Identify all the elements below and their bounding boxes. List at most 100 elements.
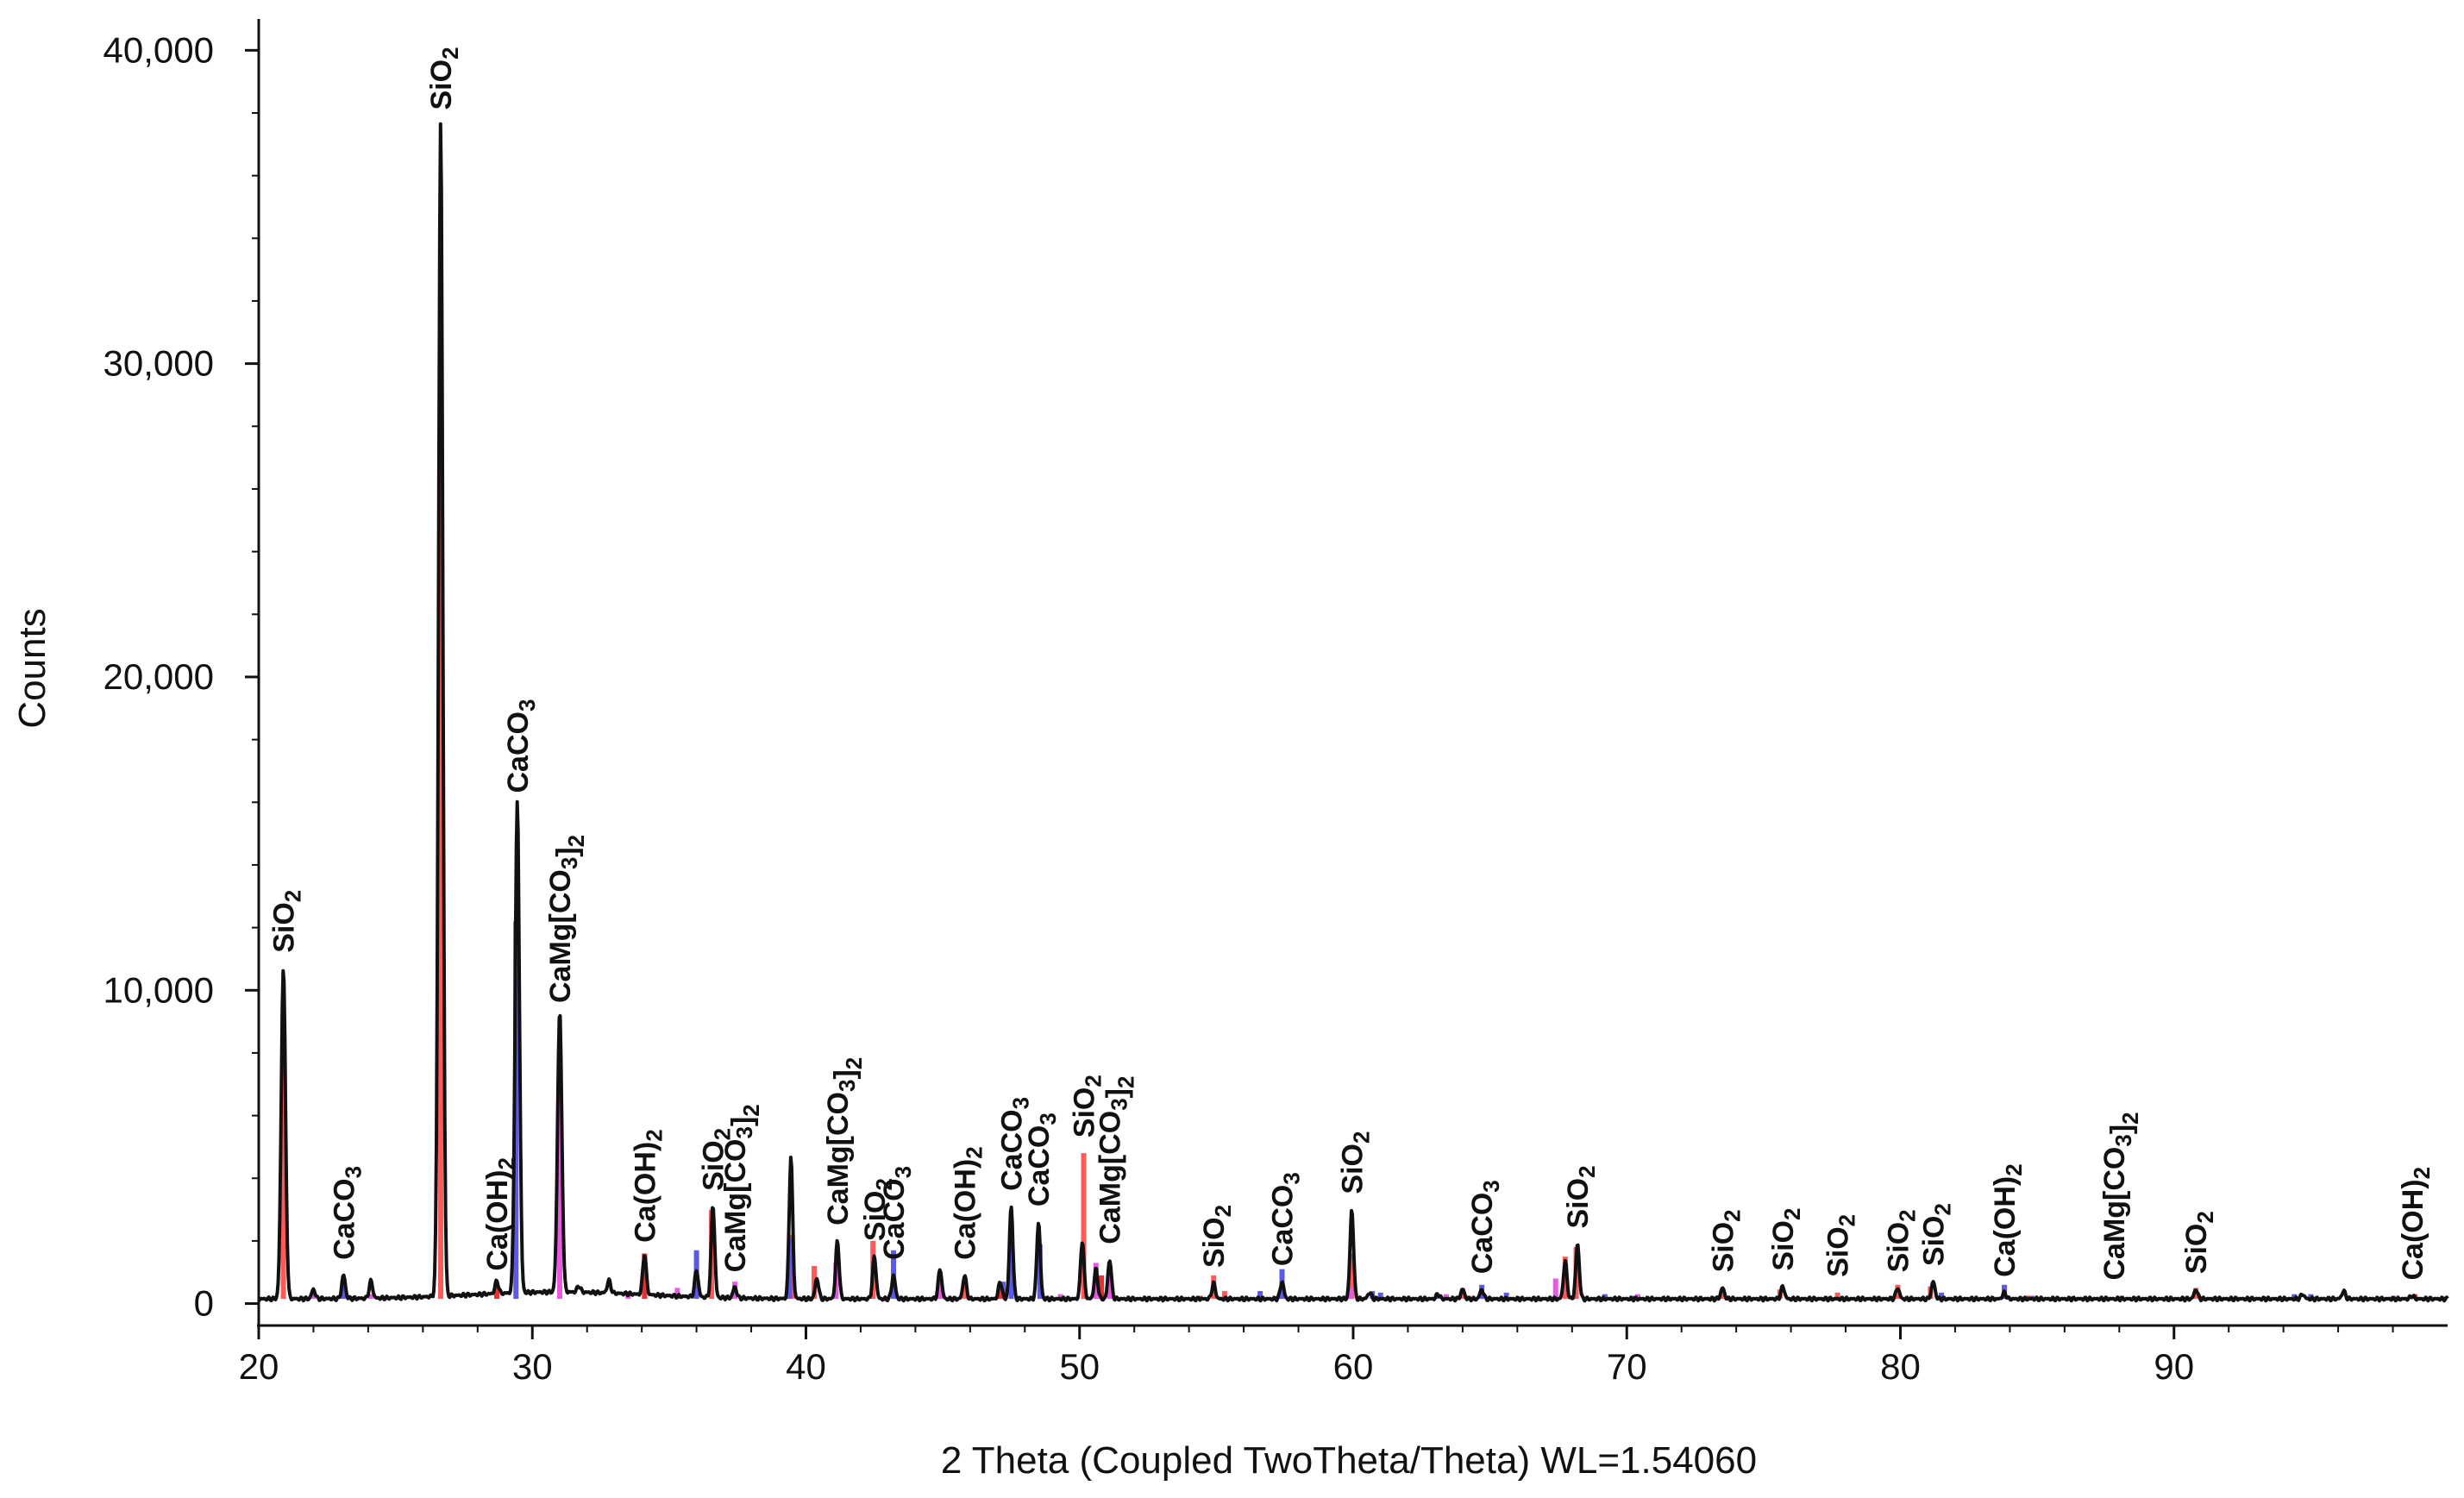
peak-label-subscript: 2 [841,1057,867,1069]
peak-label-subscript: 3 [556,857,582,869]
peak-label: CaMg[CO3]2 [822,1057,867,1225]
peak-label-text: ] [726,1117,759,1126]
peak-label: CaMg[CO3]2 [1094,1076,1139,1244]
peak-label-text: SiO [1198,1217,1231,1268]
peak-label-subscript: 2 [437,47,463,59]
peak-label-subscript: 2 [871,1178,897,1190]
peak-label: Ca(OH)2 [1989,1163,2027,1277]
peak-label: CaCO3 [502,699,540,793]
peak-label-text: Ca(OH) [481,1169,514,1270]
peak-label: SiO2 [1767,1208,1805,1271]
peak-label-subscript: 2 [280,890,306,902]
measured-pattern-line [258,122,2449,1303]
peak-label: SiO2 [1822,1214,1860,1277]
peak-label-text: SiO [1767,1220,1800,1271]
y-tick-label: 30,000 [103,343,214,384]
peak-label-subscript: 2 [1081,1075,1107,1087]
peak-label-text: CaCO [995,1109,1028,1190]
peak-label: SiO2 [1198,1205,1236,1268]
peak-label: CaMg[CO3]2 [2098,1112,2143,1280]
peak-label-subscript: 2 [563,835,589,847]
peak-label-text: SiO [1069,1087,1101,1138]
peak-label-subscript: 2 [1574,1165,1600,1177]
peak-label: SiO2 [2180,1211,2218,1274]
peak-label-text: CaMg[CO [719,1139,752,1273]
peak-label-text: CaCO [1267,1185,1300,1266]
peak-label-text: CaMg[CO [2098,1147,2131,1281]
peak-label-text: SiO [1562,1178,1595,1229]
peak-label-subscript: 3 [1035,1113,1061,1125]
peak-label: CaCO3 [328,1166,366,1260]
peak-label: SiO2 [859,1178,897,1241]
peak-label-subscript: 2 [641,1129,667,1141]
peak-label-text: CaCO [502,711,535,793]
peak-label-text: SiO [2180,1224,2213,1275]
peak-label-text: ] [551,847,584,856]
peak-label-subscript: 3 [1007,1097,1033,1109]
peak-label-text: SiO [698,1140,730,1191]
x-axis-title: 2 Theta (Coupled TwoTheta/Theta) WL=1.54… [941,1439,1757,1482]
peak-label: CaMg[CO3]2 [544,835,589,1003]
peak-label-subscript: 2 [1348,1131,1374,1144]
peak-label-subscript: 2 [710,1128,736,1140]
x-tick-label: 60 [1333,1346,1374,1387]
peak-label-text: SiO [1707,1222,1740,1273]
peak-label-text: CaCO [1466,1193,1499,1274]
peak-label-subscript: 2 [1779,1208,1805,1220]
x-tick-label: 20 [239,1346,279,1387]
peak-label-subscript: 2 [1894,1209,1920,1221]
peak-label-subscript: 3 [1107,1098,1132,1110]
peak-label: SiO2 [1562,1165,1600,1228]
peak-label-subscript: 3 [514,699,540,711]
y-tick-label: 10,000 [103,969,214,1010]
y-axis-title: Counts [11,608,53,728]
x-tick-label: 80 [1880,1346,1921,1387]
peak-label-subscript: 2 [1210,1205,1236,1217]
peak-label-subscript: 2 [1834,1214,1860,1226]
peak-label-subscript: 2 [1719,1209,1745,1221]
ticks: 20 30 40 50 60 70 80 90 0 10,000 20,000 30,000 40,00… [103,29,2394,1387]
y-tick-label: 20,000 [103,656,214,697]
peak-label-subscript: 3 [731,1126,757,1138]
peak-label: CaCO3 [878,1166,916,1260]
peak-label: CaCO3 [1267,1172,1305,1266]
peak-label-text: CaMg[CO [544,869,577,1003]
peak-label-text: ] [1101,1088,1134,1098]
peak-label: SiO2 [1882,1209,1920,1272]
peak-label-text: SiO [1336,1144,1369,1194]
peak-label: CaCO3 [1023,1113,1061,1207]
peak-label: SiO2 [698,1128,736,1191]
peak-label: CaCO3 [995,1097,1033,1191]
peak-label-subscript: 2 [1930,1203,1956,1215]
peak-label: CaCO3 [1466,1180,1504,1274]
y-tick-label: 0 [194,1283,214,1324]
peak-label-text: SiO [1822,1226,1855,1277]
peak-label-text: SiO [268,902,301,953]
peak-label: SiO2 [1336,1131,1374,1194]
peak-label: Ca(OH)2 [481,1157,519,1271]
peak-label-subscript: 3 [340,1166,366,1178]
x-tick-label: 50 [1059,1346,1100,1387]
peak-label: Ca(OH)2 [950,1146,987,1260]
peak-label-text: Ca(OH) [1989,1176,2022,1277]
peak-label-text: Ca(OH) [2397,1179,2430,1280]
peak-label-subscript: 3 [1478,1180,1504,1192]
peak-label: CaMg[CO3]2 [719,1104,764,1272]
x-tick-label: 90 [2154,1346,2194,1387]
peak-label-text: Ca(OH) [950,1159,982,1260]
peak-label-text: ] [829,1069,862,1079]
peak-label-text: ] [2105,1125,2138,1134]
peak-label-subscript: 3 [2110,1134,2136,1146]
peak-label: Ca(OH)2 [2397,1167,2435,1281]
peak-label-text: CaCO [1023,1125,1056,1207]
series-layer [258,122,2449,1303]
peak-label: Ca(OH)2 [629,1129,667,1243]
x-tick-label: 30 [512,1346,553,1387]
peak-label-text: CaMg[CO [822,1092,855,1225]
peak-label-text: Ca(OH) [629,1142,661,1243]
x-tick-label: 40 [786,1346,826,1387]
x-tick-label: 70 [1607,1346,1647,1387]
y-tick-label: 40,000 [103,29,214,70]
